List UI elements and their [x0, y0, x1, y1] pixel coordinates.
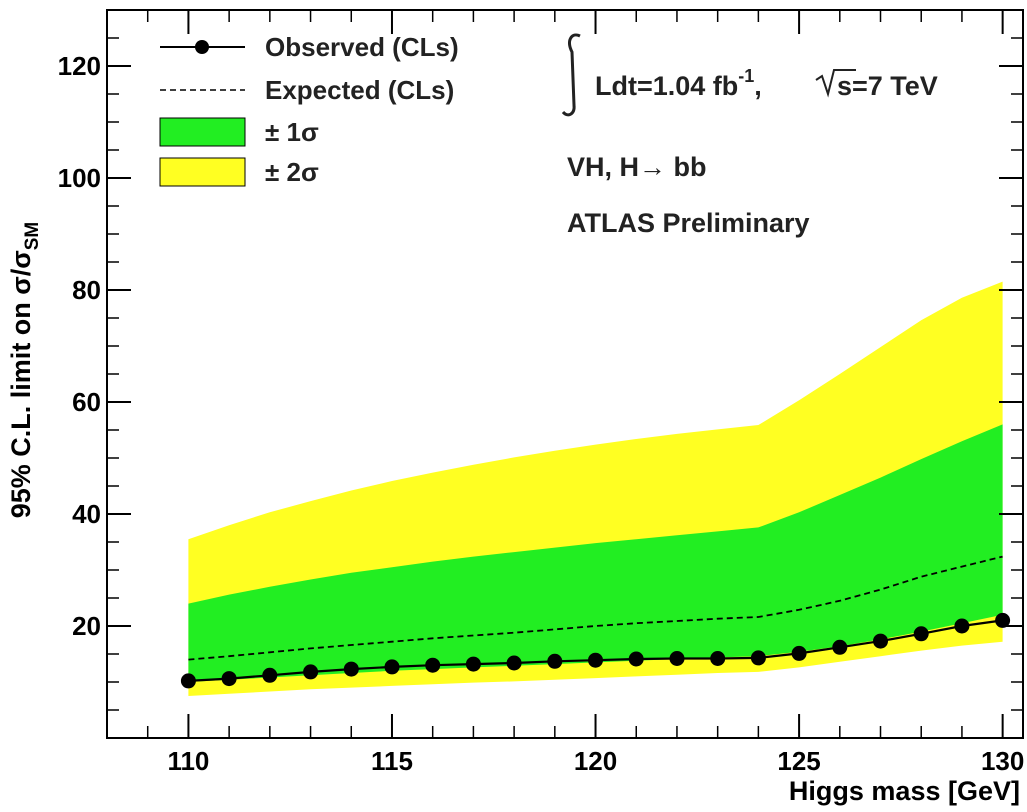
observed-point — [506, 655, 522, 671]
y-tick-label: 80 — [72, 275, 101, 305]
x-axis-title: Higgs mass [GeV] — [789, 776, 1020, 806]
integral-sign — [561, 33, 581, 117]
sqrt-sign — [815, 69, 856, 98]
observed-point — [343, 661, 359, 677]
observed-point — [995, 612, 1011, 628]
legend-observed-marker — [195, 40, 209, 54]
axis-ticks — [106, 10, 1023, 738]
observed-point — [710, 651, 726, 666]
experiment-label: ATLAS Preliminary — [567, 208, 810, 238]
observed-point — [221, 671, 237, 687]
tick-labels: 110 115 120 125 130 20 40 60 80 100 120 — [58, 51, 1025, 776]
observed-points — [180, 612, 1011, 689]
y-tick-label: 60 — [72, 387, 101, 417]
lumi-comma: , — [754, 71, 762, 101]
x-tick-label: 120 — [574, 746, 617, 776]
observed-point — [303, 664, 319, 680]
observed-point — [628, 651, 644, 667]
y-axis-title-subscript: SM — [22, 222, 43, 251]
legend-two-sigma-swatch — [159, 157, 246, 187]
observed-point — [547, 653, 563, 669]
x-tick-label: 115 — [371, 746, 413, 776]
y-tick-label: 100 — [58, 163, 101, 193]
svg-text:95% C.L. limit on σ/σSM: 95% C.L. limit on σ/σSM — [6, 222, 43, 518]
legend-observed-label: Observed (CLs) — [265, 32, 459, 62]
lumi-exponent: -1 — [738, 66, 754, 86]
observed-point — [791, 645, 807, 661]
x-tick-label: 130 — [981, 746, 1024, 776]
observed-point — [588, 652, 603, 668]
energy-label: s=7 TeV — [837, 71, 938, 101]
x-tick-label: 110 — [167, 746, 209, 776]
expected-line — [188, 555, 1003, 661]
one-sigma-band — [188, 424, 1003, 682]
observed-point — [180, 673, 196, 689]
y-axis-title: 95% C.L. limit on σ/σ — [6, 250, 36, 518]
y-tick-label: 120 — [58, 51, 101, 81]
legend-expected-label: Expected (CLs) — [265, 75, 454, 105]
observed-point — [832, 639, 848, 655]
observed-point — [669, 651, 685, 666]
uncertainty-bands — [188, 281, 1003, 696]
observed-point — [425, 657, 441, 673]
observed-point — [750, 650, 766, 666]
observed-point — [913, 626, 929, 642]
x-tick-label: 125 — [777, 746, 820, 776]
observed-point — [873, 633, 888, 649]
legend: Observed (CLs) Expected (CLs) ± 1σ ± 2σ — [159, 32, 459, 187]
legend-one-sigma-swatch — [159, 117, 246, 147]
observed-point — [384, 659, 400, 675]
svg-text:Ldt=1.04 fb-1,: Ldt=1.04 fb-1, — [595, 66, 762, 101]
annotations: Ldt=1.04 fb-1, s=7 TeV VH, H→ bb ATLAS P… — [561, 33, 938, 238]
observed-point — [465, 656, 481, 672]
observed-point — [954, 618, 970, 634]
lumi-label: Ldt=1.04 fb — [595, 71, 738, 101]
channel-label: VH, H→ bb — [567, 152, 707, 182]
legend-two-sigma-label: ± 2σ — [265, 157, 319, 187]
y-tick-label: 40 — [72, 499, 101, 529]
observed-point — [262, 667, 278, 683]
legend-one-sigma-label: ± 1σ — [265, 117, 319, 147]
y-tick-label: 20 — [72, 611, 101, 641]
